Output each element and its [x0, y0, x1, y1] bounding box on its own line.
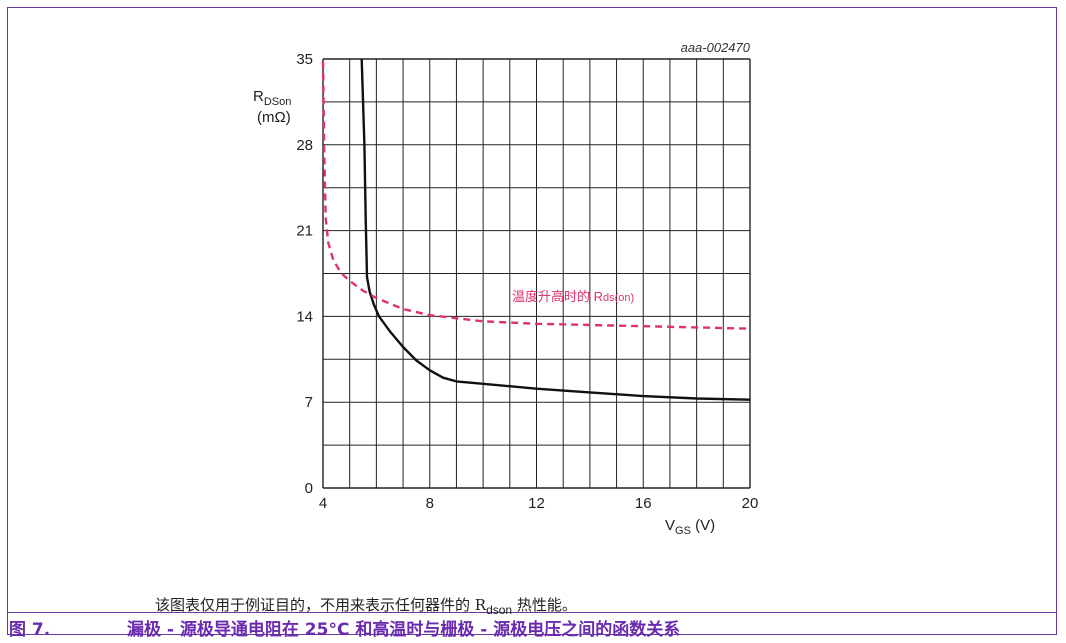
y-axis-unit: (mΩ) [257, 109, 291, 126]
x-tick-label: 16 [635, 495, 652, 512]
figure-caption: 图 7. 漏极 - 源极导通电阻在 25°C 和高温时与栅极 - 源极电压之间的函… [9, 615, 680, 640]
y-tick-label: 0 [305, 480, 313, 497]
grid [322, 58, 751, 489]
x-tick-label: 8 [426, 495, 434, 512]
x-tick-label: 4 [319, 495, 327, 512]
y-tick-label: 7 [305, 394, 313, 411]
disclaimer-note: 该图表仅用于例证目的，不用来表示任何器件的 Rdson 热性能。 [155, 596, 577, 617]
reference-id: aaa-002470 [681, 40, 751, 55]
figure-number: 图 7. [9, 620, 51, 640]
x-tick-label: 20 [742, 495, 759, 512]
hot-curve-annotation: 温度升高时的 Rds(on) [512, 289, 634, 304]
y-tick-label: 35 [296, 51, 313, 68]
caption-divider [8, 612, 1057, 613]
curves [321, 58, 751, 401]
y-tick-label: 21 [296, 223, 313, 240]
y-tick-label: 14 [296, 308, 313, 325]
x-tick-label: 12 [528, 495, 545, 512]
figure-title: 漏极 - 源极导通电阻在 25°C 和高温时与栅极 - 源极电压之间的函数关系 [127, 620, 681, 640]
x-axis-label: VGS (V) [665, 517, 715, 537]
series-line-high-temp [321, 61, 751, 330]
y-tick-label: 28 [296, 137, 313, 154]
y-axis-label: RDSon [253, 88, 291, 108]
figure-frame [7, 7, 1057, 635]
tick-labels: 4 8 12 16 20 0 7 14 21 28 35 [296, 51, 758, 512]
series-line-25c [360, 58, 751, 401]
